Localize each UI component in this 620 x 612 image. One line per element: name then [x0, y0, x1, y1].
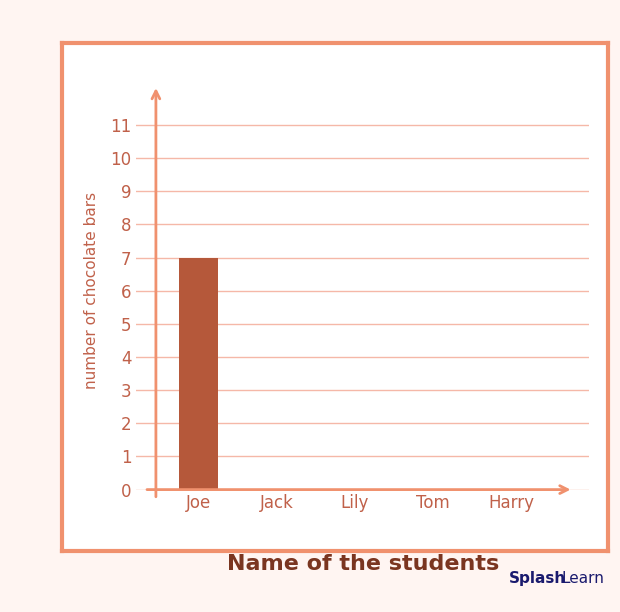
Text: Splash: Splash: [508, 571, 565, 586]
Y-axis label: number of chocolate bars: number of chocolate bars: [84, 192, 99, 389]
X-axis label: Name of the students: Name of the students: [226, 554, 499, 574]
Text: Learn: Learn: [561, 571, 604, 586]
Bar: [179, 258, 218, 490]
